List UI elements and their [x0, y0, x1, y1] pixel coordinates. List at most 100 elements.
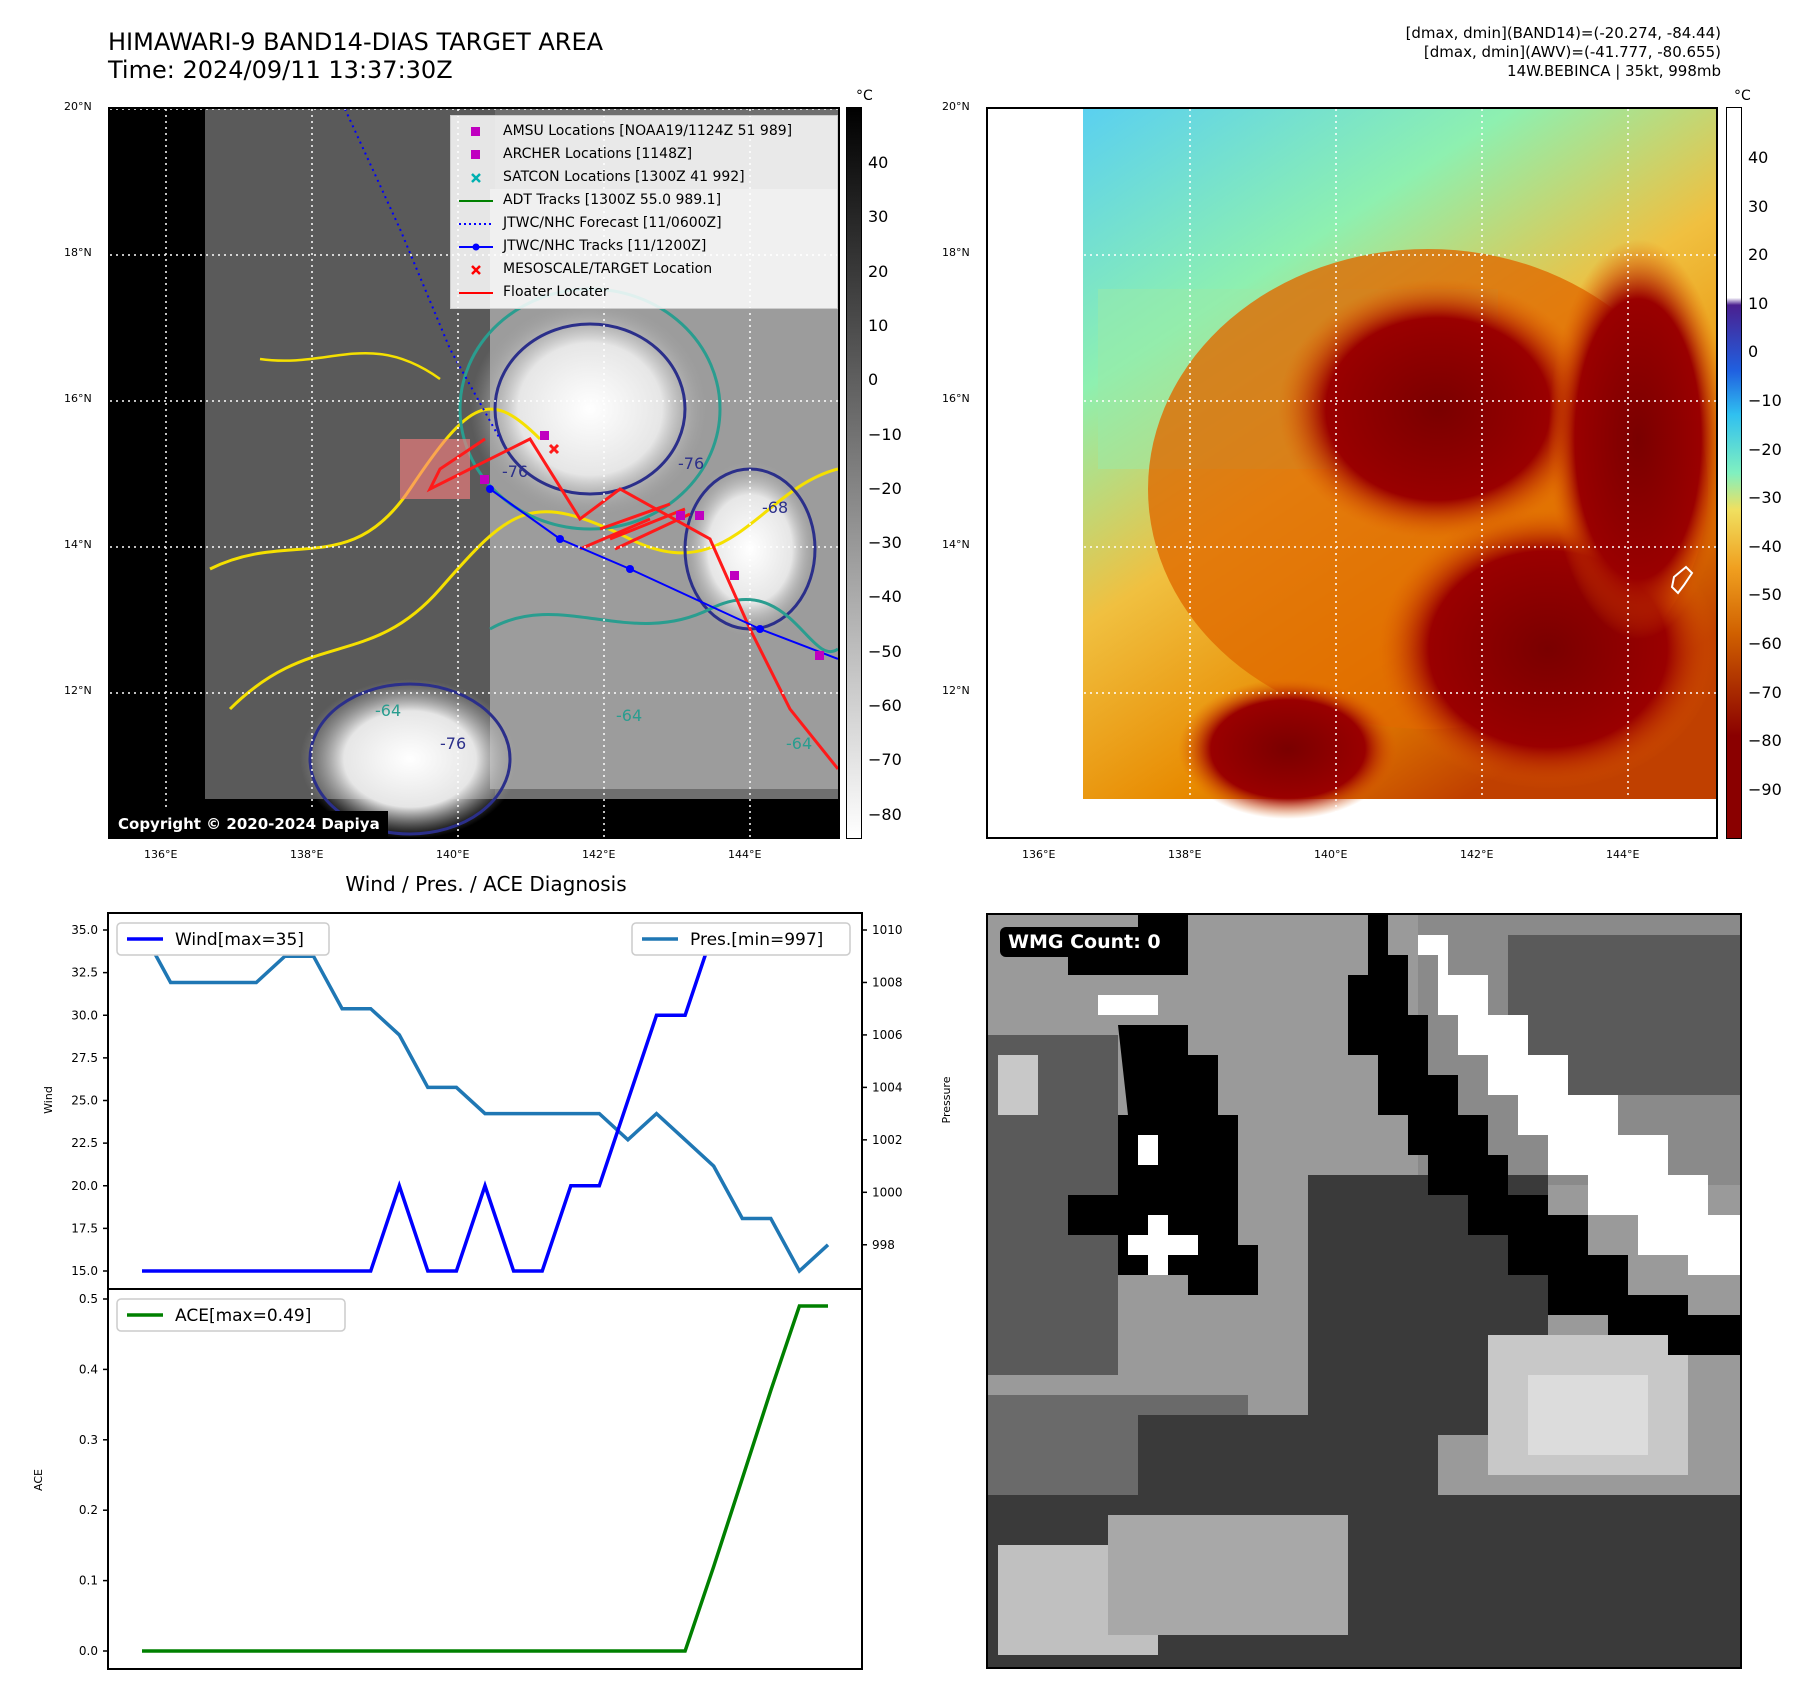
- pressure-legend-label: Pres.[min=997]: [690, 930, 823, 950]
- colorbar-tick-label: 30: [1748, 196, 1769, 216]
- legend-label: ARCHER Locations [1148Z]: [503, 146, 693, 162]
- lat-label: 20°N: [942, 100, 970, 113]
- ir-map-legend: AMSU Locations [NOAA19/1124Z 51 989] ARCH…: [450, 115, 838, 309]
- colorbar-tick-label: −70: [1748, 682, 1782, 702]
- ace-tick-label: 0.1: [79, 1574, 98, 1588]
- colorbar-tick-label: −40: [868, 587, 902, 607]
- legend-symbol: [459, 126, 493, 138]
- wmg-image: [988, 915, 1740, 1667]
- wind-axis-label: Wind: [42, 1086, 55, 1114]
- contour-label: -68: [762, 498, 788, 517]
- legend-label: JTWC/NHC Forecast [11/0600Z]: [503, 215, 722, 231]
- pressure-tick-label: 1006: [872, 1028, 903, 1042]
- lat-label: 14°N: [942, 538, 970, 551]
- figure-title-line2: Time: 2024/09/11 13:37:30Z: [108, 56, 453, 84]
- awv-map-image: [988, 109, 1716, 837]
- lon-label: 136°E: [144, 848, 178, 861]
- legend-item: JTWC/NHC Tracks [11/1200Z]: [459, 235, 829, 258]
- awv-colorbar-unit: °C: [1734, 88, 1751, 104]
- colorbar-tick-label: 40: [1748, 148, 1769, 167]
- lat-label: 16°N: [64, 392, 92, 405]
- pressure-tick-label: 1010: [872, 923, 903, 937]
- contour-label: -76: [440, 734, 466, 753]
- lat-label: 12°N: [64, 684, 92, 697]
- colorbar-tick-label: −80: [868, 804, 902, 824]
- legend-item: Floater Locater: [459, 281, 829, 304]
- colorbar-tick-label: 0: [1748, 342, 1759, 362]
- colorbar-tick-label: −30: [1748, 488, 1782, 508]
- legend-label: SATCON Locations [1300Z 41 992]: [503, 169, 745, 185]
- pressure-legend-box: [631, 922, 851, 956]
- lon-label: 140°E: [1314, 848, 1348, 861]
- figure-title-line1: HIMAWARI-9 BAND14-DIAS TARGET AREA: [108, 28, 604, 56]
- awv-colorbar: [1726, 107, 1742, 839]
- ace-axes: [107, 1288, 863, 1670]
- wind-tick-label: 25.0: [71, 1094, 98, 1108]
- legend-label: JTWC/NHC Tracks [11/1200Z]: [503, 238, 707, 254]
- ace-axis-label: ACE: [32, 1469, 45, 1491]
- info-line3: 14W.BEBINCA | 35kt, 998mb: [1507, 62, 1721, 80]
- wind-tick-label: 32.5: [71, 966, 98, 980]
- lat-label: 12°N: [942, 684, 970, 697]
- legend-label: AMSU Locations [NOAA19/1124Z 51 989]: [503, 123, 793, 139]
- lat-label: 18°N: [64, 246, 92, 259]
- pressure-tick-label: 1002: [872, 1133, 903, 1147]
- colorbar-tick-label: −20: [868, 478, 902, 498]
- wind-tick-label: 27.5: [71, 1051, 98, 1065]
- colorbar-tick-label: 10: [868, 315, 889, 335]
- diagnosis-title: Wind / Pres. / ACE Diagnosis: [345, 872, 627, 896]
- legend-item: JTWC/NHC Forecast [11/0600Z]: [459, 212, 829, 235]
- ace-tick-label: 0.5: [79, 1292, 98, 1306]
- info-line1: [dmax, dmin](BAND14)=(-20.274, -84.44): [1405, 24, 1721, 42]
- colorbar-tick-label: 20: [868, 261, 889, 281]
- contour-label: -64: [786, 734, 812, 753]
- wind-tick-label: 30.0: [71, 1008, 98, 1022]
- ace-line: [142, 1304, 828, 1653]
- colorbar-tick-label: −10: [868, 424, 902, 444]
- wmg-count-badge: WMG Count: 0: [1000, 927, 1169, 957]
- wind-pressure-axes: [107, 912, 863, 1290]
- wind-legend-label: Wind[max=35]: [175, 930, 304, 950]
- lon-label: 144°E: [1606, 848, 1640, 861]
- ir-colorbar-unit: °C: [856, 88, 873, 104]
- ace-tick-label: 0.2: [79, 1503, 98, 1517]
- wind-tick-label: 17.5: [71, 1221, 98, 1235]
- legend-item: AMSU Locations [NOAA19/1124Z 51 989]: [459, 120, 829, 143]
- lon-label: 138°E: [1168, 848, 1202, 861]
- colorbar-tick-label: −70: [868, 750, 902, 770]
- colorbar-tick-label: 10: [1748, 293, 1769, 313]
- legend-symbol: [459, 218, 493, 230]
- wind-tick-label: 20.0: [71, 1179, 98, 1193]
- lat-label: 16°N: [942, 392, 970, 405]
- ace-tick-label: 0.0: [79, 1644, 98, 1658]
- legend-item: MESOSCALE/TARGET Location: [459, 258, 829, 281]
- colorbar-tick-label: −20: [1748, 439, 1782, 459]
- legend-item: ARCHER Locations [1148Z]: [459, 143, 829, 166]
- lon-label: 138°E: [290, 848, 324, 861]
- ace-legend-box: [116, 1298, 346, 1332]
- colorbar-tick-label: −50: [868, 641, 902, 661]
- colorbar-tick-label: −80: [1748, 731, 1782, 751]
- lat-label: 14°N: [64, 538, 92, 551]
- legend-label: MESOSCALE/TARGET Location: [503, 261, 713, 277]
- pressure-tick-label: 1008: [872, 975, 903, 989]
- wmg-panel: WMG Count: 0: [986, 913, 1742, 1669]
- ace-tick-label: 0.3: [79, 1433, 98, 1447]
- lat-label: 18°N: [942, 246, 970, 259]
- pressure-tick-label: 1000: [872, 1185, 903, 1199]
- lon-label: 144°E: [728, 848, 762, 861]
- legend-item: ADT Tracks [1300Z 55.0 989.1]: [459, 189, 829, 212]
- pressure-axis-label: Pressure: [940, 1076, 953, 1123]
- awv-map-panel: [986, 107, 1718, 839]
- ace-legend-label: ACE[max=0.49]: [175, 1306, 311, 1326]
- wind-legend-box: [116, 922, 330, 956]
- colorbar-tick-label: −30: [868, 533, 902, 553]
- legend-symbol: [459, 149, 493, 161]
- colorbar-tick-label: −90: [1748, 779, 1782, 799]
- contour-label: -64: [616, 706, 642, 725]
- ir-map-panel: -76 -64 -76 -64 -76 -68 -64 AMSU Locatio…: [108, 107, 840, 839]
- legend-symbol: [459, 172, 493, 184]
- pressure-line: [140, 929, 830, 1274]
- colorbar-tick-label: −60: [868, 696, 902, 715]
- legend-symbol: [459, 195, 493, 207]
